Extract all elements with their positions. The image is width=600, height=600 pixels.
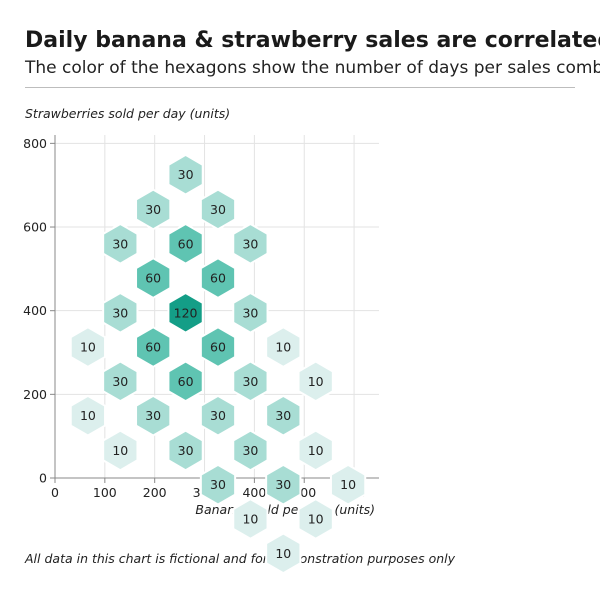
hexbin-cell <box>167 360 204 403</box>
x-tick-label: 0 <box>51 485 59 500</box>
hexbin-cell <box>265 326 302 369</box>
hexbin-count-label: 30 <box>210 477 226 492</box>
hexbin-count-label: 10 <box>112 443 128 458</box>
footnote: All data in this chart is fictional and … <box>25 551 456 566</box>
chart-subtitle: The color of the hexagons show the numbe… <box>25 58 600 78</box>
y-tick-label: 200 <box>23 387 47 402</box>
x-tick-label: 100 <box>93 485 117 500</box>
hexbin-cell <box>232 291 269 334</box>
hexbin-count-label: 30 <box>178 443 194 458</box>
y-tick-label: 800 <box>23 136 47 151</box>
hexbin-cell <box>232 360 269 403</box>
hexbin-cell <box>232 498 269 540</box>
hex-layer: 30 30 30 30 60 30 60 60 30 120 30 10 60 60 10 30 60 30 10 1… <box>69 153 367 575</box>
hexbin-count-label: 10 <box>275 340 291 355</box>
hexbin-count-label: 30 <box>145 202 161 217</box>
hexbin-count-label: 30 <box>242 443 258 458</box>
title-divider <box>25 87 575 88</box>
hexbin-cell <box>167 429 204 472</box>
hexbin-cell <box>199 326 237 369</box>
hexbin-count-label: 30 <box>145 408 161 423</box>
hexbin-count-label: 60 <box>178 374 194 389</box>
hexbin-cell <box>265 463 302 506</box>
hexbin-count-label: 30 <box>275 477 291 492</box>
hexbin-count-label: 120 <box>174 305 198 320</box>
hexbin-cell <box>69 326 107 369</box>
hexbin-cell <box>69 394 107 437</box>
hexbin-cell <box>232 429 269 472</box>
hexbin-cell <box>265 532 302 575</box>
hexbin-count-label: 30 <box>242 236 258 251</box>
hexbin-count-label: 60 <box>210 271 226 286</box>
hexbin-cell <box>135 394 172 437</box>
hexbin-count-label: 30 <box>178 167 194 182</box>
hexbin-count-label: 60 <box>210 340 226 355</box>
hexbin-cell <box>167 222 204 265</box>
hexbin-cell <box>232 222 269 265</box>
hexbin-cell <box>102 360 139 403</box>
hexbin-count-label: 30 <box>210 202 226 217</box>
x-tick-label: 200 <box>143 485 167 500</box>
hexbin-cell <box>199 463 237 506</box>
chart-title: Daily banana & strawberry sales are corr… <box>25 28 600 53</box>
hexbin-cell <box>297 498 334 540</box>
hexbin-count-label: 10 <box>80 340 96 355</box>
hexbin-count-label: 10 <box>340 477 356 492</box>
hexbin-cell <box>329 463 367 506</box>
hexbin-cell <box>167 291 204 334</box>
y-tick-label: 0 <box>39 471 47 486</box>
hexbin-count-label: 10 <box>308 374 324 389</box>
y-tick-label: 400 <box>23 303 47 318</box>
hexbin-cell <box>135 257 172 300</box>
hexbin-count-label: 30 <box>210 408 226 423</box>
hexbin-cell <box>297 429 334 472</box>
hexbin-cell <box>199 394 237 437</box>
hexbin-count-label: 30 <box>242 305 258 320</box>
y-axis-label: Strawberries sold per day (units) <box>25 106 231 121</box>
y-tick-label: 600 <box>23 220 47 235</box>
hexbin-cell <box>135 188 172 231</box>
hexbin-count-label: 60 <box>145 271 161 286</box>
hexbin-count-label: 10 <box>242 511 258 526</box>
hexbin-count-label: 30 <box>112 374 128 389</box>
hexbin-count-label: 10 <box>308 443 324 458</box>
hexbin-count-label: 60 <box>145 340 161 355</box>
hexbin-count-label: 30 <box>112 236 128 251</box>
hexbin-count-label: 10 <box>308 511 324 526</box>
x-tick-label: 400 <box>242 485 266 500</box>
hexbin-count-label: 30 <box>112 305 128 320</box>
hexbin-count-label: 10 <box>275 546 291 561</box>
hexbin-cell <box>102 291 139 334</box>
hexbin-cell <box>297 360 334 403</box>
hexbin-cell <box>199 188 237 231</box>
hexbin-count-label: 60 <box>178 236 194 251</box>
hexbin-cell <box>102 429 139 472</box>
hexbin-cell <box>102 222 139 265</box>
hexbin-cell <box>199 257 237 300</box>
hexbin-count-label: 10 <box>80 408 96 423</box>
hexbin-count-label: 30 <box>242 374 258 389</box>
hexbin-cell <box>265 394 302 437</box>
hexbin-cell <box>167 153 204 196</box>
hexbin-cell <box>135 326 172 369</box>
hexbin-count-label: 30 <box>275 408 291 423</box>
